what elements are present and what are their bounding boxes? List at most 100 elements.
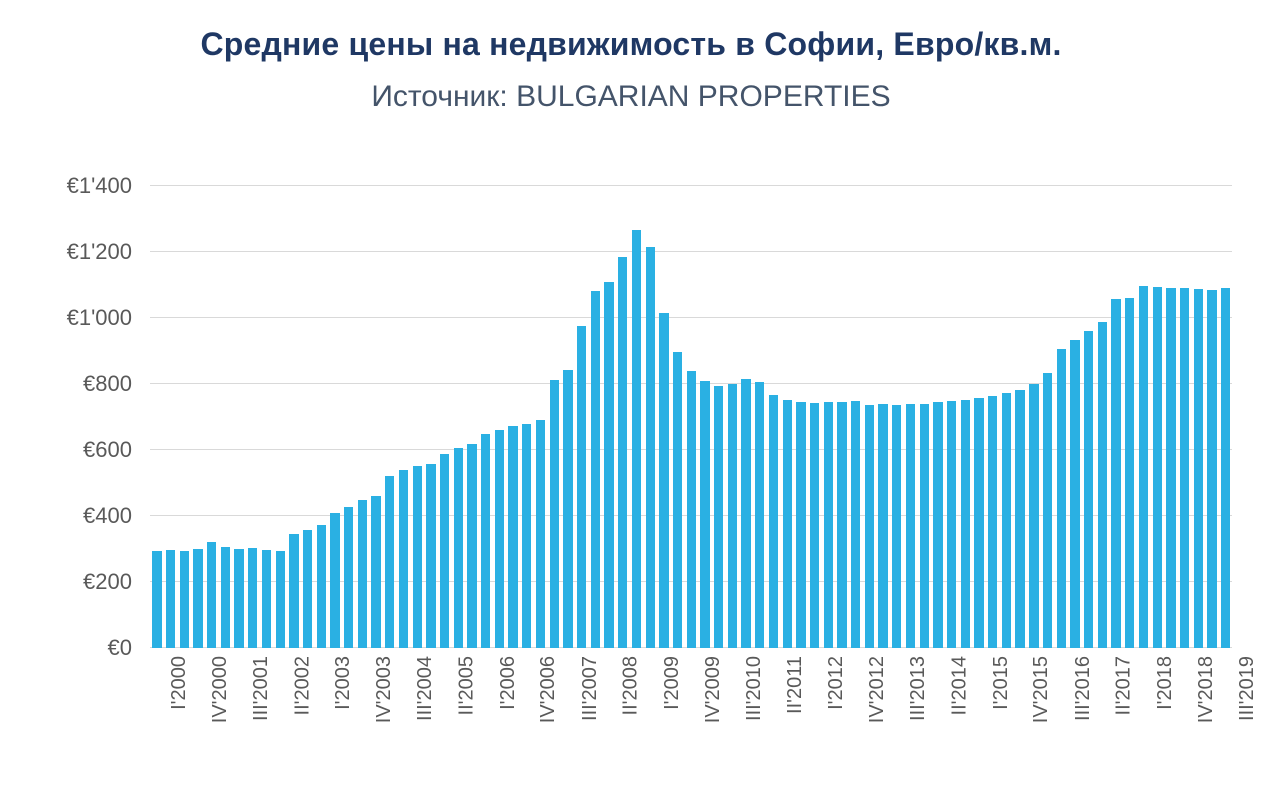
x-tick-label: IV'2000 — [208, 656, 231, 724]
bar-slot — [397, 186, 411, 648]
x-tick-label: II'2011 — [784, 656, 807, 714]
bar-slot — [205, 186, 219, 648]
bar-I'2004 — [371, 496, 381, 648]
x-tick-label: II'2005 — [455, 656, 478, 716]
x-tick-label: IV'2009 — [702, 656, 724, 724]
bar-IV'2018 — [1179, 287, 1190, 648]
bar-slot — [904, 186, 918, 648]
x-tick-label: IV'2018 — [1195, 656, 1218, 724]
y-tick-label: €600 — [83, 437, 132, 462]
bar-slot — [465, 186, 479, 648]
bar-slot — [794, 186, 808, 648]
bar-slot — [602, 186, 616, 648]
bar-slot — [369, 186, 383, 648]
bar-slot — [246, 186, 260, 648]
bar-II'2008 — [604, 281, 614, 648]
bar-III'2017 — [1111, 298, 1121, 648]
bar-I'2009 — [645, 246, 655, 648]
bar-slot — [575, 186, 589, 648]
x-tick-label: II'2008 — [619, 656, 642, 716]
bar-IV'2015 — [1015, 389, 1025, 648]
bar-II'2015 — [988, 395, 998, 648]
bar-III'2002 — [289, 534, 299, 648]
bar-IV'2000 — [193, 549, 203, 648]
x-tick-label: IV'2003 — [373, 656, 396, 724]
bar-IV'2013 — [905, 404, 916, 648]
bar-II'2002 — [275, 550, 285, 648]
bar-slot — [520, 186, 534, 648]
bar-slot — [177, 186, 191, 648]
bar-IV'2002 — [302, 530, 313, 648]
bar-III'2012 — [837, 401, 847, 648]
bar-slot — [1068, 186, 1082, 648]
x-tick-label: I'2009 — [660, 656, 683, 710]
bar-I'2007 — [535, 419, 546, 648]
bar-slot — [1219, 186, 1233, 648]
bar-slot — [1041, 186, 1055, 648]
bar-slot — [849, 186, 863, 648]
x-tick-label: IV'2006 — [537, 656, 560, 724]
x-axis-labels: I'2000 IV'2000 III'2001 II'2002 I'2003 IV'200… — [150, 650, 1258, 770]
bar-I'2019 — [1193, 288, 1203, 648]
bar-II'2017 — [1097, 321, 1108, 648]
bar-slot — [821, 186, 835, 648]
bar-I'2005 — [426, 463, 436, 648]
bar-IV'2004 — [412, 465, 422, 648]
bar-II'2001 — [220, 546, 231, 648]
bar-II'2000 — [165, 550, 176, 648]
bar-III'2013 — [892, 405, 902, 648]
bar-I'2011 — [755, 382, 765, 648]
x-tick-label: III'2001 — [250, 656, 273, 721]
x-tick-label: I'2018 — [1153, 656, 1176, 710]
bar-III'2009 — [672, 352, 683, 648]
bar-slot — [876, 186, 890, 648]
bar-III'2003 — [344, 506, 354, 648]
bar-I'2016 — [1029, 384, 1039, 648]
bar-slot — [219, 186, 233, 648]
x-tick-label: II'2014 — [948, 656, 971, 716]
bar-III'2004 — [398, 470, 409, 648]
x-tick-label: III'2007 — [578, 656, 601, 721]
bar-III'2001 — [234, 549, 244, 648]
bar-IV'2005 — [467, 444, 477, 648]
bar-II'2007 — [549, 380, 559, 648]
bar-slot — [314, 186, 328, 648]
bar-IV'2007 — [576, 326, 587, 648]
x-tick-label: I'2006 — [496, 656, 519, 710]
bar-III'2014 — [946, 401, 957, 648]
bar-slot — [1096, 186, 1110, 648]
gridline — [150, 251, 1232, 252]
bar-slot — [630, 186, 644, 648]
bar-slot — [684, 186, 698, 648]
bar-slot — [1054, 186, 1068, 648]
y-tick-label: €800 — [83, 371, 132, 397]
bar-II'2014 — [933, 402, 943, 648]
bar-slot — [835, 186, 849, 648]
bar-slot — [1123, 186, 1137, 648]
bar-slot — [1137, 186, 1151, 648]
bar-III'2007 — [563, 370, 573, 648]
y-tick-label: €200 — [83, 569, 132, 595]
bar-IV'2014 — [960, 399, 970, 648]
x-tick-label: III'2019 — [1236, 656, 1259, 721]
bar-slot — [410, 186, 424, 648]
x-tick-label: IV'2012 — [866, 656, 889, 724]
bar-slot — [1205, 186, 1219, 648]
bar-I'2017 — [1084, 330, 1094, 648]
bar-I'2002 — [261, 550, 272, 648]
bar-slot — [150, 186, 164, 648]
bar-III'2000 — [179, 551, 189, 648]
bar-slot — [986, 186, 1000, 648]
bar-slot — [328, 186, 342, 648]
x-tick-label: II'2002 — [291, 656, 314, 716]
bar-slot — [917, 186, 931, 648]
bar-slot — [191, 186, 205, 648]
bar-slot — [808, 186, 822, 648]
bar-slot — [767, 186, 781, 648]
bar-I'2015 — [974, 397, 984, 648]
bar-IV'2001 — [248, 547, 258, 648]
bar-III'2016 — [1056, 349, 1066, 648]
bar-III'2006 — [508, 426, 518, 648]
bar-slot — [561, 186, 575, 648]
bar-III'2019 — [1221, 287, 1231, 648]
